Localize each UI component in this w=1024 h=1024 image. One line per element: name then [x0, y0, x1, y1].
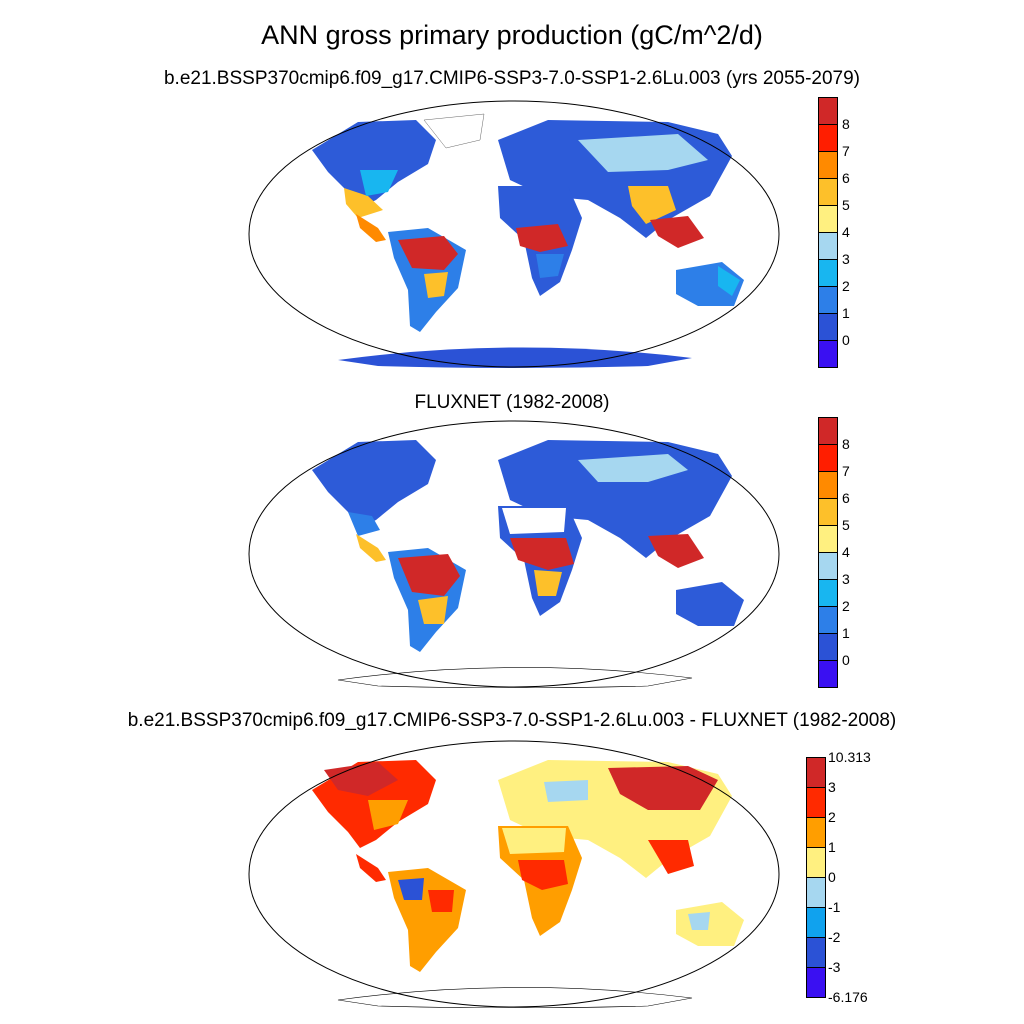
colorbar-swatch	[818, 525, 838, 553]
panel-1-title: b.e21.BSSP370cmip6.f09_g17.CMIP6-SSP3-7.…	[163, 68, 861, 89]
colorbar-label: 6	[842, 490, 850, 506]
colorbar-label: 4	[842, 224, 850, 240]
colorbar-label: -2	[828, 929, 841, 945]
colorbar-label: 7	[842, 143, 850, 159]
colorbar-swatch	[806, 757, 826, 788]
colorbar-label: 2	[828, 809, 836, 825]
colorbar-label: -6.176	[828, 989, 868, 1005]
colorbar-swatch	[806, 967, 826, 998]
panel-3-title: b.e21.BSSP370cmip6.f09_g17.CMIP6-SSP3-7.…	[127, 710, 897, 731]
panel-1-map-border	[248, 100, 780, 368]
colorbar-swatch	[818, 606, 838, 634]
colorbar-swatch	[818, 498, 838, 526]
colorbar-swatch	[818, 417, 838, 445]
colorbar-swatch	[818, 124, 838, 152]
panel-2-map	[248, 420, 780, 688]
colorbar-label: 4	[842, 544, 850, 560]
colorbar-swatch	[818, 205, 838, 233]
panel-3-map-border	[248, 740, 780, 1008]
colorbar-label: 5	[842, 197, 850, 213]
colorbar-label: 3	[842, 571, 850, 587]
figure-title: ANN gross primary production (gC/m^2/d)	[261, 20, 763, 50]
colorbar-label: 1	[842, 625, 850, 641]
colorbar-label: 7	[842, 463, 850, 479]
colorbar-swatch	[818, 259, 838, 287]
panel-3-map	[248, 740, 780, 1008]
colorbar-swatch	[806, 907, 826, 938]
colorbar-swatch	[806, 937, 826, 968]
colorbar-swatch	[818, 151, 838, 179]
colorbar-swatch	[806, 847, 826, 878]
colorbar-swatch	[818, 471, 838, 499]
colorbar-swatch	[806, 817, 826, 848]
colorbar-swatch	[818, 444, 838, 472]
colorbar-swatch	[818, 579, 838, 607]
colorbar-swatch	[818, 633, 838, 661]
colorbar-swatch	[818, 232, 838, 260]
panel-1-land	[312, 113, 744, 368]
colorbar-label: 0	[828, 869, 836, 885]
colorbar-label: 0	[842, 652, 850, 668]
colorbar-label: 3	[828, 779, 836, 795]
panel-2-land	[312, 440, 744, 688]
panel-3-land	[312, 760, 744, 1008]
colorbar-label: -1	[828, 899, 841, 915]
panel-1-map	[248, 100, 780, 368]
colorbar-swatch	[818, 286, 838, 314]
colorbar-label: 8	[842, 116, 850, 132]
colorbar-swatch	[818, 552, 838, 580]
colorbar-swatch	[818, 340, 838, 368]
colorbar-swatch	[806, 787, 826, 818]
colorbar-label: 2	[842, 598, 850, 614]
colorbar-label: -3	[828, 959, 841, 975]
colorbar-label: 3	[842, 251, 850, 267]
colorbar-swatch	[818, 313, 838, 341]
colorbar-swatch	[818, 660, 838, 688]
colorbar-swatch	[818, 97, 838, 125]
colorbar-label: 5	[842, 517, 850, 533]
colorbar-label: 6	[842, 170, 850, 186]
colorbar-label: 1	[828, 839, 836, 855]
colorbar-swatch	[806, 877, 826, 908]
panel-2-title: FLUXNET (1982-2008)	[414, 392, 610, 413]
colorbar-label: 1	[842, 305, 850, 321]
colorbar-label: 10.313	[828, 749, 871, 765]
colorbar-label: 8	[842, 436, 850, 452]
colorbar-label: 2	[842, 278, 850, 294]
panel-2-map-border	[248, 420, 780, 688]
colorbar-label: 0	[842, 332, 850, 348]
colorbar-swatch	[818, 178, 838, 206]
